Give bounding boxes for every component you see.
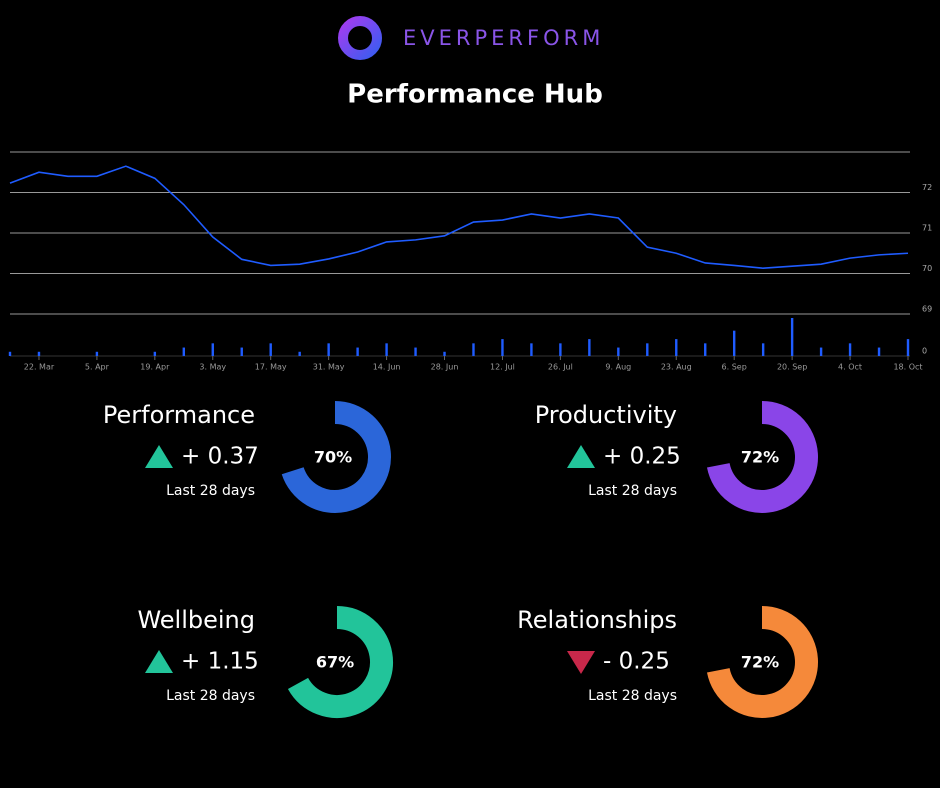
bar [675,339,678,356]
x-tick-label: 31. May [313,363,345,372]
x-tick-label: 9. Aug [605,363,631,372]
bar [182,347,186,356]
x-tick-label: 4. Oct [838,363,862,372]
x-tick-label: 17. May [255,363,287,372]
bar [298,351,301,356]
page-title: Performance Hub [347,80,603,110]
donut-label: 72% [741,653,779,672]
donut-arc [281,401,391,513]
donut-arc [706,401,818,513]
bar [617,347,620,356]
bar [501,339,504,356]
card-change: - 0.25 [603,649,670,675]
arrow-up [145,650,173,673]
x-tick-label: 19. Apr [140,363,170,372]
donut-label: 70% [314,448,352,467]
card-period: Last 28 days [166,483,255,499]
card-period: Last 28 days [166,688,255,704]
bar [559,343,562,356]
bar [95,351,99,356]
bar [877,347,881,356]
donut-label: 67% [316,653,354,672]
x-tick-label: 22. Mar [24,363,55,372]
x-tick-label: 18. Oct [893,363,922,372]
card-period: Last 28 days [588,688,677,704]
donut-label: 72% [741,448,779,467]
bar [588,339,591,356]
card-label: Productivity [535,401,677,429]
arrow-up [567,445,595,468]
x-tick-label: 6. Sep [722,363,747,372]
logo-text: EVERPERFORM [403,26,604,50]
y-tick-label: 72 [922,183,932,192]
bar [443,351,446,356]
bar [472,343,475,356]
x-tick-label: 3. May [199,363,226,372]
card-change: + 0.25 [603,444,681,470]
bar [356,347,359,356]
bar [240,347,243,356]
bar [704,343,707,356]
bar [414,347,417,356]
bar [327,343,330,356]
x-tick-label: 20. Sep [777,363,807,372]
arrow-down [567,651,595,674]
x-tick-label: 23. Aug [661,363,692,372]
card-change: + 0.37 [181,444,259,470]
bar [646,343,649,356]
card-label: Wellbeing [137,606,255,634]
bar [732,330,736,356]
line-series [9,165,909,270]
y-tick-label: 70 [922,264,932,273]
logo-icon [338,16,382,60]
bar [906,339,910,356]
bar [385,343,388,356]
arrow-up [145,445,173,468]
card-period: Last 28 days [588,483,677,499]
bar [153,351,157,356]
donut-arc [706,606,818,718]
x-tick-label: 28. Jun [431,363,459,372]
bar [530,343,533,356]
bar [761,343,765,356]
donut-arc [287,606,393,718]
bar [819,347,823,356]
y-tick-label: 71 [922,224,932,233]
bar [8,351,12,356]
bar [269,343,272,356]
y-tick-label: 69 [922,305,932,314]
y-tick-label: 0 [922,347,927,356]
bar [211,343,214,356]
x-tick-label: 12. Jul [490,363,515,372]
bar [37,351,41,356]
bar [790,318,794,356]
card-label: Relationships [517,606,677,634]
x-tick-label: 26. Jul [548,363,573,372]
card-label: Performance [103,401,255,429]
bar [848,343,852,356]
x-tick-label: 5. Apr [85,363,110,372]
x-tick-label: 14. Jun [373,363,401,372]
card-change: + 1.15 [181,649,259,675]
